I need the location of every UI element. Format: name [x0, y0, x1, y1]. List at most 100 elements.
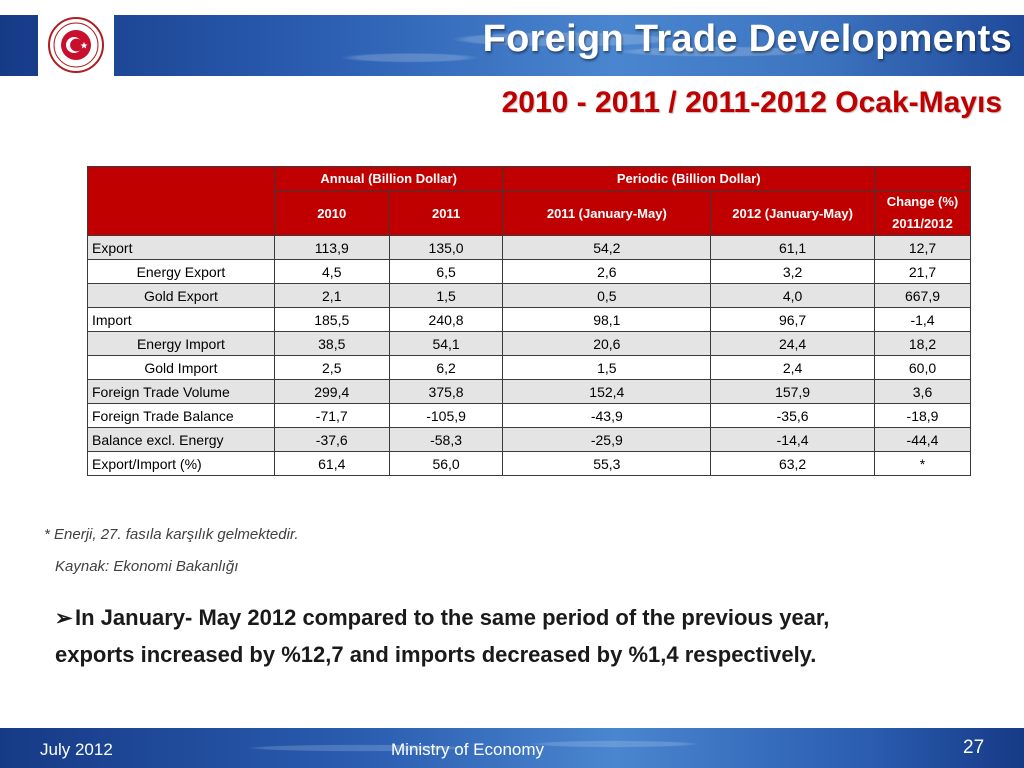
row-label: Import [87, 307, 275, 332]
change-group-header [874, 166, 971, 191]
table-row: Energy Export 4,5 6,5 2,6 3,2 21,7 [87, 259, 971, 284]
cell-value: 4,0 [710, 283, 876, 308]
source-note: Kaynak: Ekonomi Bakanlığı [55, 558, 239, 575]
row-label: Foreign Trade Volume [87, 379, 275, 404]
cell-value: 61,1 [710, 235, 876, 260]
row-label: Energy Export [87, 259, 275, 284]
cell-value: 12,7 [874, 235, 971, 260]
cell-value: 6,2 [388, 355, 504, 380]
change-header-line-1: Change (%) [886, 194, 959, 209]
cell-value: -1,4 [874, 307, 971, 332]
cell-value: 1,5 [502, 355, 712, 380]
cell-value: 2,6 [502, 259, 712, 284]
col-header-2011: 2011 [388, 190, 504, 236]
table-row: Foreign Trade Balance -71,7 -105,9 -43,9… [87, 403, 971, 428]
table-row: Gold Export 2,1 1,5 0,5 4,0 667,9 [87, 283, 971, 308]
world-map-decoration [0, 728, 1024, 768]
cell-value: 152,4 [502, 379, 712, 404]
table-row: Export/Import (%) 61,4 56,0 55,3 63,2 * [87, 451, 971, 476]
cell-value: 0,5 [502, 283, 712, 308]
cell-value: 2,1 [273, 283, 390, 308]
cell-value: 3,6 [874, 379, 971, 404]
row-label: Foreign Trade Balance [87, 403, 275, 428]
cell-value: 38,5 [273, 331, 390, 356]
cell-value: 61,4 [273, 451, 390, 476]
cell-value: 185,5 [273, 307, 390, 332]
cell-value: 299,4 [273, 379, 390, 404]
world-map-decoration [0, 15, 1024, 76]
cell-value: 55,3 [502, 451, 712, 476]
footer-banner [0, 728, 1024, 768]
col-header-2010: 2010 [273, 190, 390, 236]
summary-bullet: ➢ In January- May 2012 compared to the sa… [55, 600, 1005, 673]
cell-value: -37,6 [273, 427, 390, 452]
footer-date: July 2012 [40, 740, 113, 759]
bullet-line-1: ➢ In January- May 2012 compared to the sa… [55, 600, 1005, 637]
cell-value: 4,5 [273, 259, 390, 284]
row-label: Gold Import [87, 355, 275, 380]
cell-value: -35,6 [710, 403, 876, 428]
page-number: 27 [963, 737, 985, 758]
footnote: * Enerji, 27. fasıla karşılık gelmektedi… [44, 526, 299, 543]
cell-value: 54,1 [388, 331, 504, 356]
cell-value: 2,5 [273, 355, 390, 380]
cell-value: 2,4 [710, 355, 876, 380]
table-row: Energy Import 38,5 54,1 20,6 24,4 18,2 [87, 331, 971, 356]
cell-value: 21,7 [874, 259, 971, 284]
cell-value: 96,7 [710, 307, 876, 332]
row-label: Energy Import [87, 331, 275, 356]
cell-value: 667,9 [874, 283, 971, 308]
table-row: Gold Import 2,5 6,2 1,5 2,4 60,0 [87, 355, 971, 380]
row-label: Balance excl. Energy [87, 427, 275, 452]
row-label: Export/Import (%) [87, 451, 275, 476]
page-subtitle: 2010 - 2011 / 2011-2012 Ocak-Mayıs [501, 86, 1002, 119]
row-label-header [87, 166, 275, 236]
col-header-change: Change (%) 2011/2012 [874, 190, 971, 236]
row-label: Export [87, 235, 275, 260]
ministry-logo-box [38, 15, 114, 76]
cell-value: 135,0 [388, 235, 504, 260]
col-header-2011-jan-may: 2011 (January-May) [502, 190, 712, 236]
bullet-text-1: In January- May 2012 compared to the sam… [75, 605, 830, 630]
trade-table: Annual (Billion Dollar) Periodic (Billio… [87, 166, 971, 476]
cell-value: -58,3 [388, 427, 504, 452]
table-column-header-row: 2010 2011 2011 (January-May) 2012 (Janua… [88, 190, 971, 236]
col-header-2012-jan-may: 2012 (January-May) [710, 190, 876, 236]
cell-value: 56,0 [388, 451, 504, 476]
arrow-bullet-icon: ➢ [55, 607, 73, 630]
cell-value: -44,4 [874, 427, 971, 452]
cell-value: -71,7 [273, 403, 390, 428]
cell-value: 6,5 [388, 259, 504, 284]
ministry-logo-icon [48, 17, 104, 73]
cell-value: -18,9 [874, 403, 971, 428]
cell-value: 54,2 [502, 235, 712, 260]
cell-value: 113,9 [273, 235, 390, 260]
cell-value: 63,2 [710, 451, 876, 476]
cell-value: 3,2 [710, 259, 876, 284]
cell-value: 20,6 [502, 331, 712, 356]
footer-organization: Ministry of Economy [391, 740, 545, 759]
cell-value: 98,1 [502, 307, 712, 332]
cell-value: 60,0 [874, 355, 971, 380]
row-label: Gold Export [87, 283, 275, 308]
cell-value: 1,5 [388, 283, 504, 308]
page-title: Foreign Trade Developments [482, 18, 1012, 60]
cell-value: 24,4 [710, 331, 876, 356]
header-banner [0, 15, 1024, 76]
cell-value: 157,9 [710, 379, 876, 404]
cell-value: -25,9 [502, 427, 712, 452]
cell-value: -105,9 [388, 403, 504, 428]
cell-value: -43,9 [502, 403, 712, 428]
annual-group-header: Annual (Billion Dollar) [273, 166, 504, 191]
cell-value: * [874, 451, 971, 476]
cell-value: 240,8 [388, 307, 504, 332]
table-row: Export 113,9 135,0 54,2 61,1 12,7 [87, 235, 971, 260]
table-row: Balance excl. Energy -37,6 -58,3 -25,9 -… [87, 427, 971, 452]
periodic-group-header: Periodic (Billion Dollar) [502, 166, 876, 191]
change-header-line-2: 2011/2012 [892, 216, 953, 231]
cell-value: 18,2 [874, 331, 971, 356]
table-group-header-row: Annual (Billion Dollar) Periodic (Billio… [87, 166, 971, 236]
cell-value: -14,4 [710, 427, 876, 452]
cell-value: 375,8 [388, 379, 504, 404]
table-row: Import 185,5 240,8 98,1 96,7 -1,4 [87, 307, 971, 332]
